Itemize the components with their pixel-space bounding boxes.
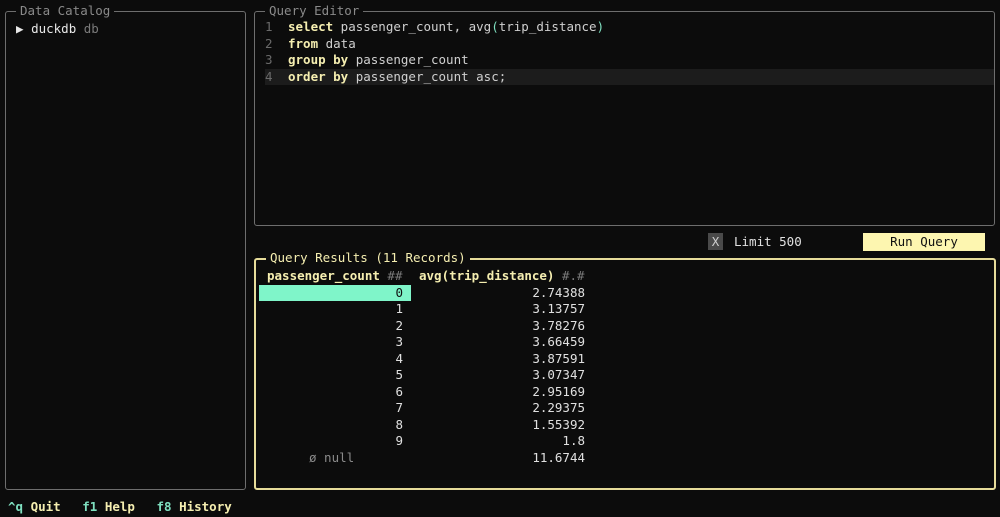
- line-number: 4: [265, 68, 273, 84]
- table-row[interactable]: 4 3.87591: [259, 351, 585, 368]
- column-header-passenger-count[interactable]: passenger_count ##: [267, 268, 403, 283]
- limit-label: Limit 500: [734, 234, 802, 249]
- quit-binding[interactable]: ^q Quit: [8, 499, 61, 514]
- table-row[interactable]: 8 1.55392: [259, 417, 585, 434]
- data-catalog-title: Data Catalog: [16, 3, 115, 19]
- cell-avg-trip-distance[interactable]: 3.66459: [532, 334, 585, 349]
- table-row[interactable]: ø null 11.6744: [259, 450, 585, 467]
- cell-passenger-count[interactable]: ø null: [309, 449, 355, 465]
- catalog-item-duckdb[interactable]: ▶ duckdb db: [16, 21, 99, 37]
- line-number: 1: [265, 19, 273, 34]
- cell-avg-trip-distance[interactable]: 3.07347: [532, 367, 585, 382]
- query-results-title: Query Results (11 Records): [266, 250, 470, 266]
- table-row[interactable]: 1 3.13757: [259, 301, 585, 318]
- cell-passenger-count[interactable]: 9: [395, 433, 403, 448]
- code-text: select passenger_count, avg(trip_distanc…: [288, 19, 604, 36]
- code-token: passenger_count: [348, 52, 469, 67]
- code-token: data: [318, 35, 356, 51]
- limit-checkbox[interactable]: X: [708, 233, 723, 250]
- cell-passenger-count[interactable]: 2: [395, 317, 403, 333]
- query-editor-panel[interactable]: Query Editor 1 select passenger_count, av…: [254, 3, 995, 226]
- code-token: passenger_count asc;: [348, 68, 507, 84]
- code-text: group by passenger_count: [288, 52, 469, 69]
- code-line[interactable]: 3 group by passenger_count: [265, 52, 994, 69]
- cell-avg-trip-distance[interactable]: 3.87591: [532, 350, 585, 366]
- sql-keyword: order by: [288, 68, 349, 84]
- data-catalog-panel: Data Catalog ▶ duckdb db: [5, 3, 246, 490]
- code-token: trip_distance: [498, 19, 597, 34]
- catalog-item-type: db: [83, 21, 99, 36]
- cell-passenger-count[interactable]: 0: [259, 284, 411, 301]
- code-text: from data: [288, 36, 356, 53]
- sql-keyword: group by: [288, 52, 349, 67]
- table-row[interactable]: 6 2.95169: [259, 384, 585, 401]
- table-row[interactable]: 0 2.74388: [259, 284, 585, 301]
- cell-passenger-count[interactable]: 5: [395, 367, 403, 382]
- cell-avg-trip-distance[interactable]: 2.29375: [532, 400, 585, 415]
- results-table[interactable]: passenger_count ## avg(trip_distance) #.…: [259, 268, 585, 466]
- run-query-button[interactable]: Run Query: [863, 233, 985, 251]
- footer-keybindings: ^q Quit f1 Help f8 History: [8, 498, 246, 516]
- sql-keyword: select: [288, 19, 334, 34]
- cell-avg-trip-distance[interactable]: 3.78276: [532, 317, 585, 333]
- history-binding[interactable]: f8 History: [156, 499, 232, 514]
- query-results-panel: Query Results (11 Records) passenger_cou…: [254, 250, 996, 490]
- code-editor[interactable]: 1 select passenger_count, avg(trip_distan…: [265, 19, 994, 85]
- query-editor-title: Query Editor: [265, 3, 364, 19]
- cell-avg-trip-distance[interactable]: 3.13757: [532, 301, 585, 316]
- code-line[interactable]: 4 order by passenger_count asc;: [265, 68, 994, 86]
- code-text: order by passenger_count asc;: [288, 69, 506, 86]
- code-token: (: [491, 19, 499, 34]
- column-header-avg-trip-distance[interactable]: avg(trip_distance) #.#: [419, 268, 585, 283]
- cell-avg-trip-distance[interactable]: 1.55392: [532, 416, 585, 432]
- table-row[interactable]: 9 1.8: [259, 433, 585, 450]
- cell-avg-trip-distance[interactable]: 1.8: [562, 433, 585, 448]
- cell-avg-trip-distance[interactable]: 2.74388: [532, 284, 585, 300]
- cell-passenger-count[interactable]: 8: [395, 416, 403, 432]
- table-row[interactable]: 7 2.29375: [259, 400, 585, 417]
- table-header: passenger_count ## avg(trip_distance) #.…: [259, 268, 585, 285]
- code-token: passenger_count, avg: [333, 19, 492, 34]
- sql-keyword: from: [288, 35, 319, 51]
- help-binding[interactable]: f1 Help: [82, 499, 135, 514]
- table-row[interactable]: 3 3.66459: [259, 334, 585, 351]
- cell-passenger-count[interactable]: 7: [395, 400, 403, 415]
- code-line[interactable]: 2 from data: [265, 36, 994, 53]
- cell-avg-trip-distance[interactable]: 11.6744: [532, 449, 585, 465]
- code-line[interactable]: 1 select passenger_count, avg(trip_distan…: [265, 19, 994, 36]
- cell-avg-trip-distance[interactable]: 2.95169: [532, 383, 585, 399]
- expand-arrow-icon[interactable]: ▶: [16, 21, 24, 36]
- code-token: ): [596, 19, 605, 34]
- line-number: 2: [265, 35, 273, 51]
- catalog-item-name: duckdb: [31, 21, 77, 36]
- table-row[interactable]: 2 3.78276: [259, 318, 585, 335]
- line-number: 3: [265, 52, 273, 67]
- cell-passenger-count[interactable]: 6: [395, 383, 403, 399]
- cell-passenger-count[interactable]: 4: [395, 350, 403, 366]
- cell-passenger-count[interactable]: 1: [395, 301, 403, 316]
- table-row[interactable]: 5 3.07347: [259, 367, 585, 384]
- cell-passenger-count[interactable]: 3: [395, 334, 403, 349]
- limit-toggle[interactable]: X Limit 500: [708, 233, 802, 250]
